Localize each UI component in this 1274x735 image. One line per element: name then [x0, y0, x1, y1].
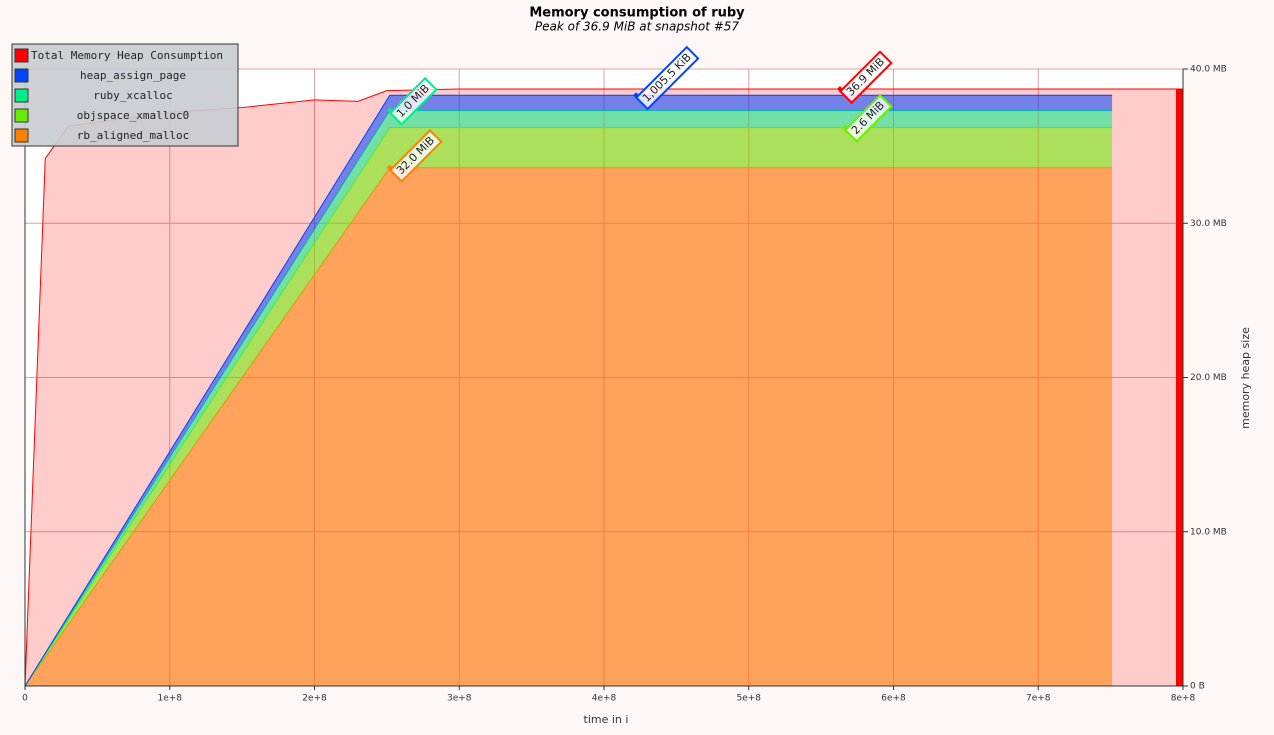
- y-tick-label: 10.0 MB: [1190, 527, 1227, 537]
- peak-label-box: [838, 50, 893, 105]
- peak-label-box: [388, 128, 443, 183]
- peak-label-box: [388, 76, 438, 126]
- peak-label-box: [843, 93, 893, 143]
- legend-swatch: [14, 68, 29, 83]
- y-axis-label: memory heap size: [1239, 327, 1252, 429]
- total-end-bar: [1176, 89, 1183, 687]
- x-tick-label: 4e+8: [592, 694, 617, 704]
- axes: 0 B 10.0 MB 20.0 MB 30.0 MB 40.0 MB 0 1e+8 2e+8…: [22, 65, 1227, 704]
- legend-swatch: [14, 108, 29, 123]
- x-tick-label: 8e+8: [1171, 694, 1196, 704]
- legend-label: objspace_xmalloc0: [77, 109, 190, 122]
- chart-subtitle: Peak of 36.9 MiB at snapshot #57: [535, 20, 739, 34]
- y-tick-label: 40.0 MB: [1190, 65, 1227, 75]
- legend-label: rb_aligned_malloc: [77, 129, 190, 142]
- legend: Total Memory Heap Consumption heap_assign…: [11, 43, 239, 147]
- x-tick-label: 0: [22, 694, 28, 704]
- legend-label: heap_assign_page: [80, 69, 186, 82]
- y-tick-label: 0 B: [1190, 682, 1205, 692]
- series-area: [25, 167, 1113, 687]
- x-tick-label: 7e+8: [1026, 694, 1051, 704]
- x-tick-label: 2e+8: [302, 694, 327, 704]
- legend-swatch: [14, 128, 29, 143]
- x-tick-label: 6e+8: [881, 694, 906, 704]
- legend-swatch: [14, 88, 29, 103]
- y-tick-label: 30.0 MB: [1190, 219, 1227, 229]
- legend-label: ruby_xcalloc: [93, 89, 172, 102]
- x-tick-label: 3e+8: [447, 694, 472, 704]
- x-tick-label: 5e+8: [736, 694, 761, 704]
- legend-swatch: [14, 48, 29, 63]
- legend-label: Total Memory Heap Consumption: [31, 49, 223, 62]
- x-axis-label: time in i: [584, 713, 629, 726]
- peak-marker: [842, 124, 848, 131]
- legend-box: [11, 43, 239, 147]
- y-tick-label: 20.0 MB: [1190, 373, 1227, 383]
- series-line: [24, 94, 1113, 687]
- peak-label-box: [634, 45, 700, 111]
- chart-title: Memory consumption of ruby: [529, 6, 745, 21]
- x-tick-label: 1e+8: [157, 694, 182, 704]
